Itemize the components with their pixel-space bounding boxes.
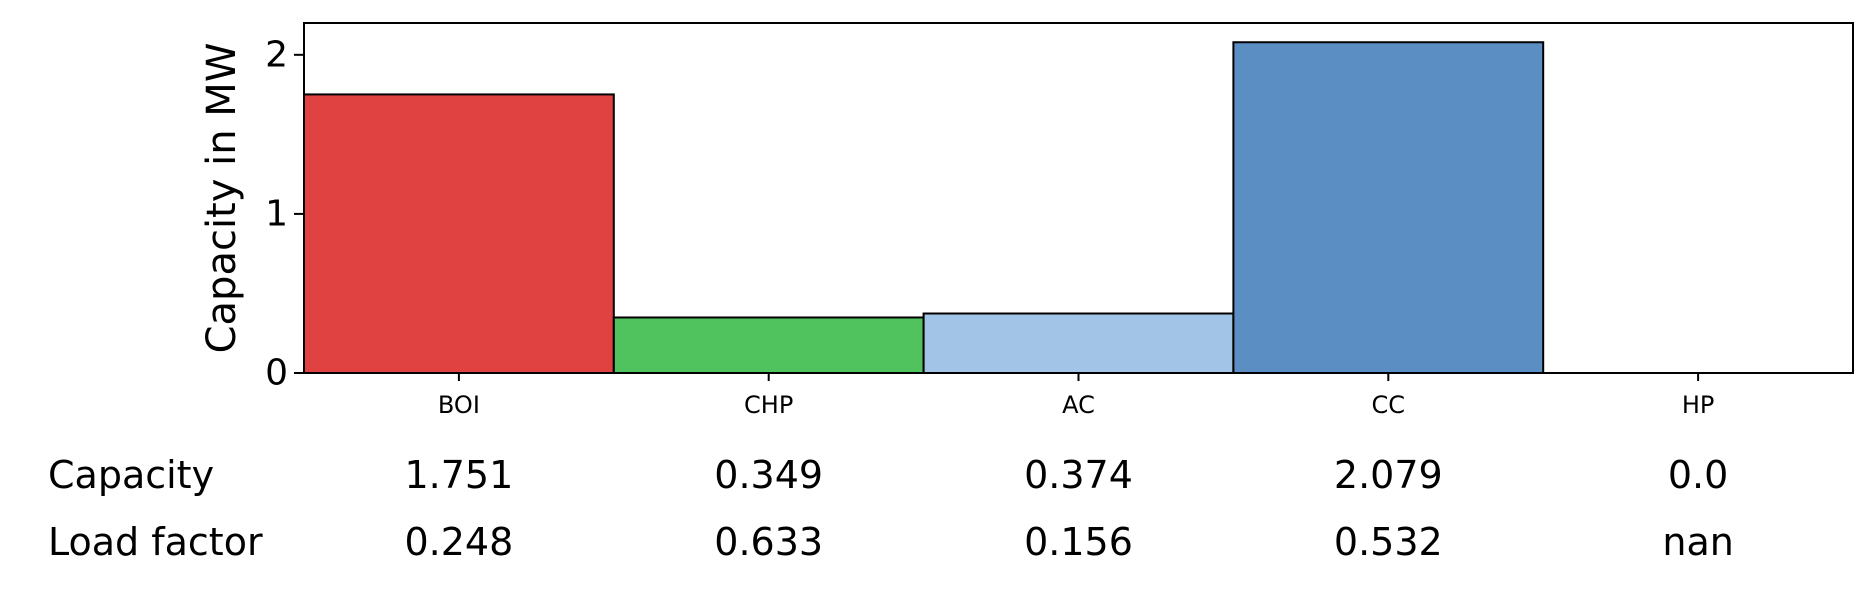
table-cell: 0.0 [1668, 453, 1728, 497]
x-tick-label: CC [1372, 391, 1406, 419]
table-cell: 0.374 [1024, 453, 1133, 497]
table-row-label: Load factor [48, 520, 263, 564]
bar-cc [1232, 41, 1545, 374]
bars-layer [303, 41, 1545, 374]
y-tick-label: 2 [265, 34, 288, 75]
x-axis: BOI CHP AC CC HP [438, 373, 1714, 419]
x-tick-label: HP [1682, 391, 1715, 419]
data-table: Capacity 1.751 0.349 0.374 2.079 0.0 Load fact… [48, 453, 1734, 564]
x-tick-label: CHP [744, 391, 793, 419]
y-tick-label: 1 [265, 193, 288, 234]
table-cell: 0.532 [1334, 520, 1443, 564]
y-tick-label: 0 [265, 353, 288, 394]
table-cell: 0.349 [714, 453, 823, 497]
bar-chp [612, 316, 925, 374]
table-row-label: Capacity [48, 453, 214, 497]
x-tick-label: AC [1062, 391, 1095, 419]
table-cell: 0.633 [714, 520, 823, 564]
y-axis-label: Capacity in MW [199, 43, 245, 354]
table-cell: 0.248 [405, 520, 514, 564]
y-axis: 0 1 2 [265, 34, 304, 394]
bar-boi [303, 93, 615, 374]
x-tick-label: BOI [438, 391, 480, 419]
bar-ac [922, 312, 1235, 374]
table-cell: 1.751 [405, 453, 514, 497]
table-cell: 0.156 [1024, 520, 1133, 564]
table-cell: 2.079 [1334, 453, 1443, 497]
table-cell: nan [1662, 520, 1733, 564]
